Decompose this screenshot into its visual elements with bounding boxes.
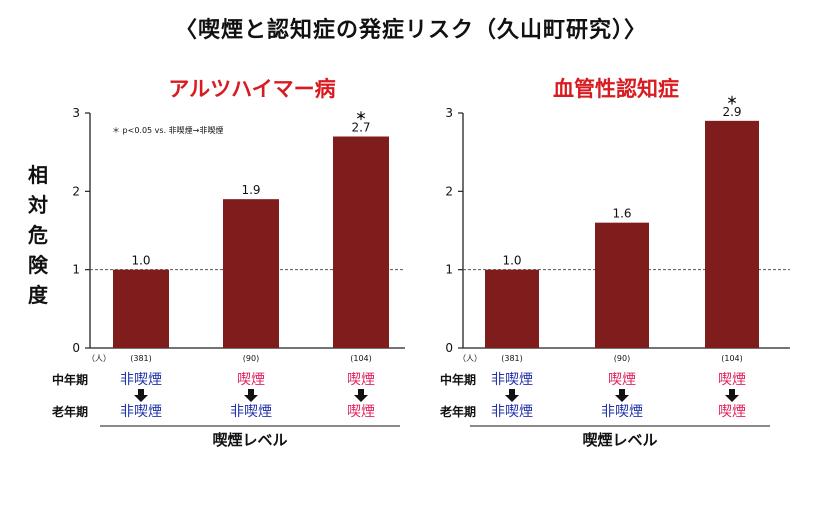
chart1-n-label: (90) [243, 354, 259, 363]
chart2-value-label: 2.9 [722, 105, 741, 119]
chart2-y-tick-label: 3 [445, 106, 453, 120]
chart1-value-label: 1.0 [131, 254, 150, 268]
chart1-significance-marker: ＊ [356, 110, 367, 123]
chart1-stage-mid-label: 中年期 [52, 372, 88, 387]
chart2-transition-arrow-icon [725, 389, 739, 402]
chart2-n-unit: （人） [458, 354, 482, 363]
chart2-category-mid: 非喫煙 [491, 372, 533, 388]
chart1-y-tick-label: 1 [72, 263, 80, 277]
chart1-y-tick-label: 3 [72, 106, 80, 120]
chart2-bar [705, 120, 759, 348]
chart2-bar [485, 269, 539, 348]
chart1-category-late: 喫煙 [347, 404, 375, 420]
chart1-bar [223, 199, 279, 348]
chart2-transition-arrow-icon [505, 389, 519, 402]
y-axis-label: 相対危険度 [28, 163, 48, 307]
chart1-transition-arrow-icon [134, 389, 148, 402]
chart2-significance-marker: ＊ [727, 94, 738, 107]
chart2-category-mid: 喫煙 [608, 372, 636, 388]
chart2-n-label: (104) [721, 354, 743, 363]
chart2-stage-late-label: 老年期 [440, 404, 476, 419]
chart1-n-unit: （人） [87, 354, 111, 363]
chart1-note: ＊ p<0.05 vs. 非喫煙→非喫煙 [112, 125, 223, 135]
chart1-y-tick-label: 2 [72, 184, 80, 198]
chart2-stage-mid-label: 中年期 [440, 372, 476, 387]
chart2-transition-arrow-icon [615, 389, 629, 402]
chart1-transition-arrow-icon [244, 389, 258, 402]
chart2-category-late: 喫煙 [718, 404, 746, 420]
chart2-title: 血管性認知症 [553, 77, 679, 101]
page-title: 〈喫煙と認知症の発症リスク（久山町研究）〉 [174, 18, 647, 43]
chart1-category-mid: 喫煙 [237, 372, 265, 388]
chart1-n-label: (381) [130, 354, 152, 363]
chart2-value-label: 1.0 [502, 254, 521, 268]
chart2-value-label: 1.6 [612, 207, 631, 221]
chart2-y-tick-label: 0 [445, 341, 453, 355]
chart1-x-axis-label: 喫煙レベル [212, 431, 287, 449]
chart1-transition-arrow-icon [354, 389, 368, 402]
chart2-category-late: 非喫煙 [601, 404, 643, 420]
chart2-y-tick-label: 1 [445, 263, 453, 277]
chart1-title: アルツハイマー病 [168, 77, 335, 101]
chart1-y-tick-label: 0 [72, 341, 80, 355]
chart1-value-label: 1.9 [241, 183, 260, 197]
chart2-n-label: (381) [501, 354, 523, 363]
chart1-value-label: 2.7 [351, 121, 370, 135]
chart2-bar [595, 222, 649, 348]
chart2-n-label: (90) [614, 354, 630, 363]
chart1-category-late: 非喫煙 [230, 404, 272, 420]
chart1-bar [113, 269, 169, 348]
chart1-category-mid: 喫煙 [347, 372, 375, 388]
chart2-category-mid: 喫煙 [718, 372, 746, 388]
chart2-x-axis-label: 喫煙レベル [582, 431, 657, 449]
chart2-category-late: 非喫煙 [491, 404, 533, 420]
chart1-bar [333, 136, 389, 348]
chart2-y-tick-label: 2 [445, 184, 453, 198]
chart1-stage-late-label: 老年期 [52, 404, 88, 419]
chart1-category-mid: 非喫煙 [120, 372, 162, 388]
chart1-category-late: 非喫煙 [120, 404, 162, 420]
chart1-n-label: (104) [350, 354, 372, 363]
